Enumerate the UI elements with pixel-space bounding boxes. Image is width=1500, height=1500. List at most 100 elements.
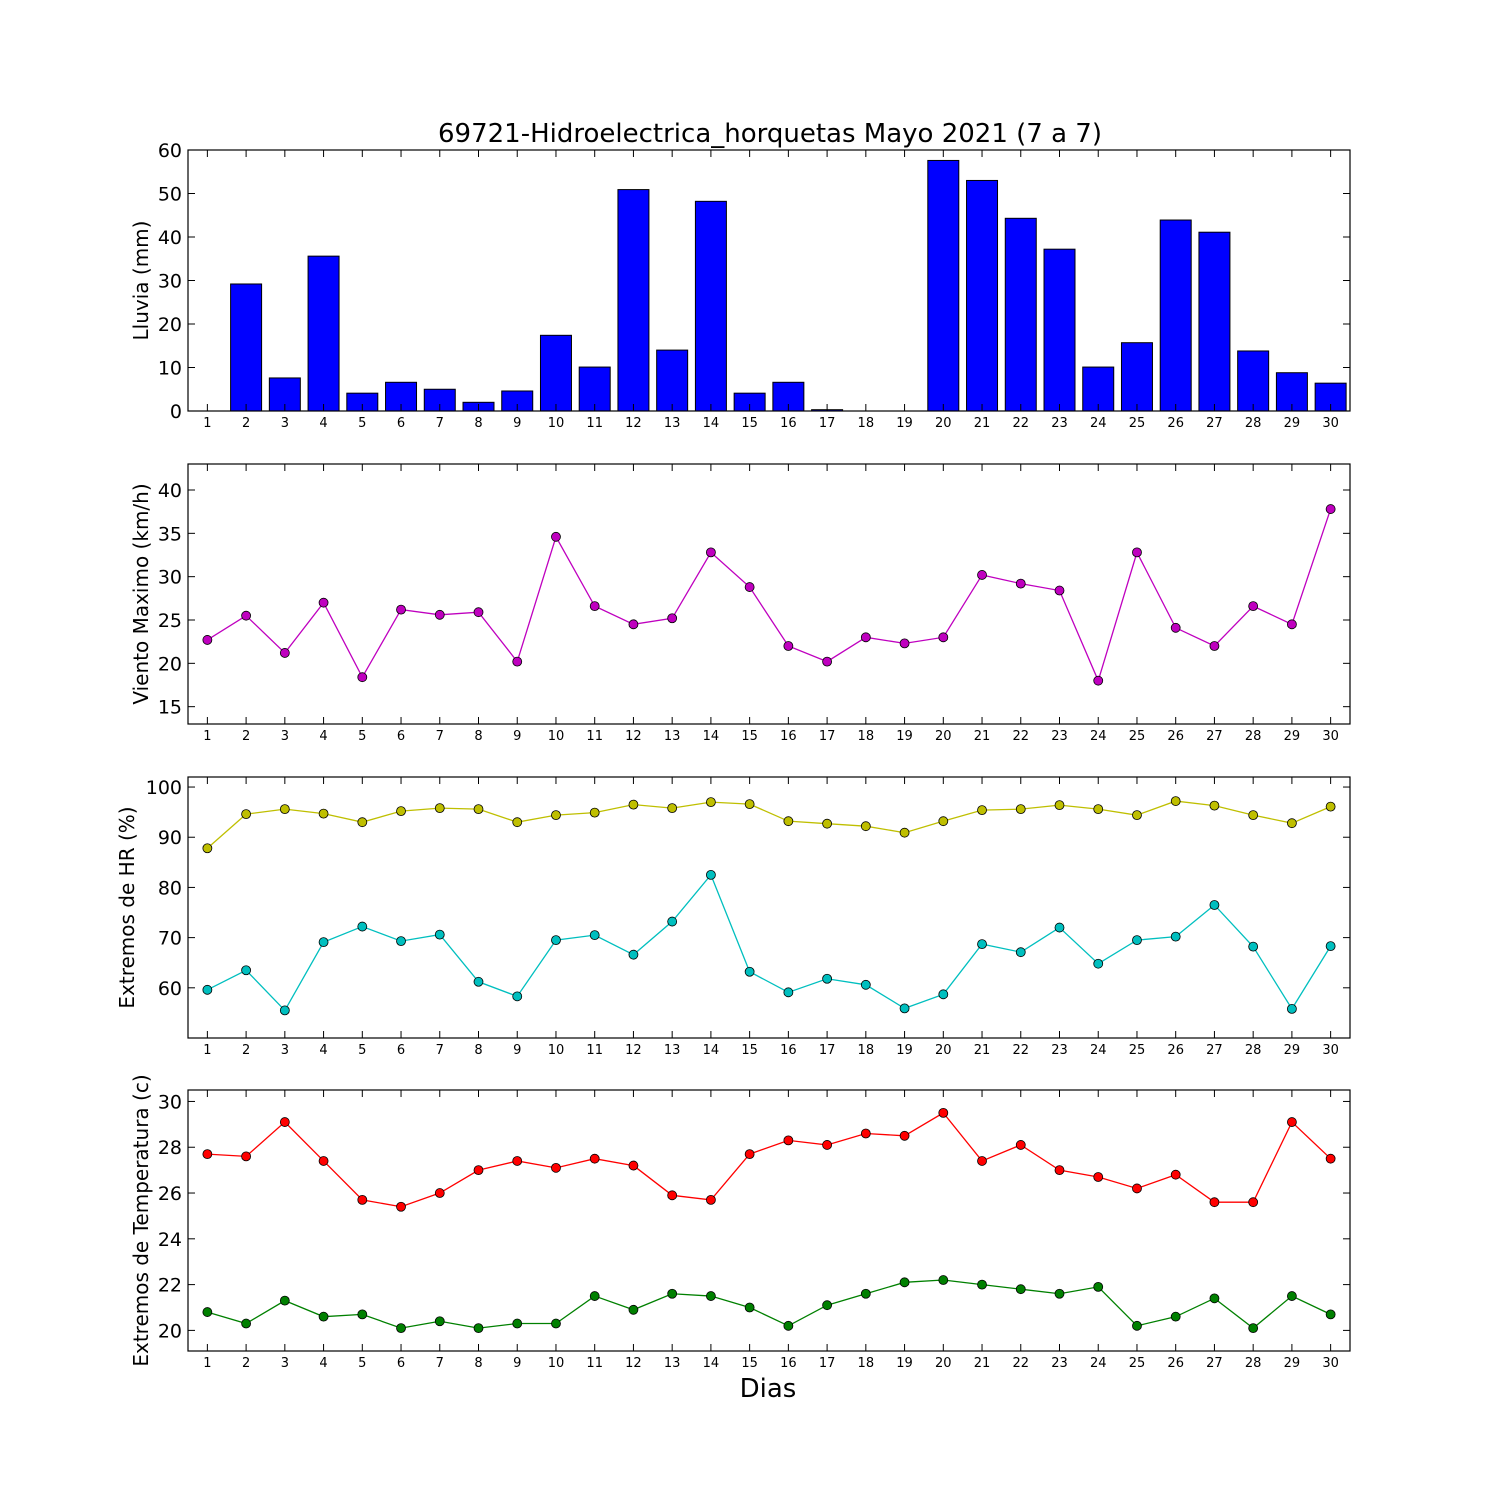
bar-day-4 (307, 255, 340, 412)
x-tick-label: 23 (1051, 1043, 1068, 1058)
point-series-2-day-1 (202, 1307, 213, 1317)
x-tick-label: 20 (935, 416, 952, 431)
point-series-1-day-8 (473, 1165, 484, 1176)
point-series-1-day-30 (1325, 801, 1336, 812)
point-series-1-day-25 (1132, 1183, 1142, 1194)
point-series-1-day-16 (783, 641, 794, 651)
x-tick-label: 16 (780, 416, 797, 431)
x-tick-label: 17 (819, 416, 836, 431)
point-series-1-day-28 (1248, 810, 1259, 821)
point-series-2-day-6 (396, 1323, 406, 1334)
x-tick-label: 4 (319, 416, 327, 431)
x-tick-label: 28 (1245, 729, 1262, 744)
axes-frame (187, 776, 1351, 1039)
y-tick-label: 0 (170, 401, 182, 423)
point-series-2-day-21 (977, 939, 987, 950)
x-tick-label: 16 (780, 1043, 797, 1058)
x-tick-label: 29 (1284, 1043, 1301, 1058)
x-tick-label: 5 (358, 1043, 366, 1058)
point-series-1-day-28 (1248, 601, 1259, 612)
point-series-1-day-17 (822, 1140, 832, 1150)
x-tick-label: 22 (1012, 416, 1029, 431)
x-tick-label: 8 (474, 1356, 482, 1371)
x-tick-label: 24 (1090, 729, 1107, 744)
point-series-2-day-22 (1015, 1284, 1026, 1295)
point-series-2-day-23 (1054, 1288, 1065, 1299)
point-series-1-day-10 (551, 531, 561, 542)
point-series-2-day-1 (202, 984, 213, 995)
point-series-2-day-8 (473, 976, 484, 987)
point-series-1-day-12 (628, 799, 639, 810)
x-tick-label: 24 (1090, 416, 1107, 431)
y-tick-label: 10 (158, 358, 182, 380)
point-series-2-day-14 (706, 1291, 716, 1301)
x-tick-label: 9 (513, 1356, 521, 1371)
point-series-2-day-17 (822, 1300, 832, 1311)
point-series-2-day-4 (318, 1311, 329, 1322)
x-tick-label: 23 (1051, 1356, 1068, 1371)
x-tick-label: 29 (1284, 416, 1301, 431)
point-series-2-day-11 (589, 1291, 600, 1301)
point-series-1-day-20 (938, 1107, 949, 1118)
point-series-1-day-9 (512, 1156, 523, 1166)
point-series-2-day-8 (473, 1323, 484, 1334)
series-line-1 (206, 800, 1331, 849)
x-tick-label: 21 (974, 729, 991, 744)
point-series-2-day-3 (279, 1005, 290, 1016)
point-series-1-day-27 (1209, 1197, 1220, 1208)
x-tick-label: 3 (281, 1043, 289, 1058)
bar-day-20 (927, 159, 960, 412)
x-tick-label: 25 (1129, 1043, 1146, 1058)
x-tick-label: 1 (203, 729, 211, 744)
point-series-2-day-20 (938, 989, 949, 1000)
x-tick-label: 29 (1284, 729, 1301, 744)
point-series-1-day-11 (589, 1153, 600, 1164)
y-tick-label: 26 (158, 1183, 182, 1205)
x-tick-label: 21 (974, 1356, 991, 1371)
point-series-1-day-24 (1093, 1172, 1104, 1182)
point-series-1-day-11 (589, 807, 600, 818)
point-series-1-day-16 (783, 1135, 794, 1146)
point-series-2-day-20 (938, 1275, 949, 1285)
x-tick-label: 8 (474, 1043, 482, 1058)
x-tick-label: 17 (819, 729, 836, 744)
y-tick-label: 30 (158, 271, 182, 293)
point-series-2-day-9 (512, 991, 523, 1002)
point-series-1-day-19 (899, 638, 910, 649)
point-series-2-day-15 (744, 1302, 755, 1313)
point-series-2-day-25 (1132, 1320, 1142, 1331)
series-line-2 (207, 873, 1332, 1012)
x-tick-label: 13 (664, 416, 681, 431)
x-tick-label: 7 (436, 1043, 444, 1058)
y-tick-label: 60 (158, 978, 182, 1000)
x-tick-label: 26 (1167, 1043, 1184, 1058)
point-series-1-day-3 (279, 648, 290, 658)
point-series-1-day-16 (783, 816, 794, 827)
y-axis-label: Lluvia (mm) (129, 221, 153, 341)
x-tick-label: 17 (819, 1356, 836, 1371)
point-series-1-day-26 (1170, 622, 1181, 633)
point-series-1-day-19 (899, 1130, 910, 1141)
x-tick-label: 22 (1012, 729, 1029, 744)
y-tick-label: 30 (158, 567, 182, 589)
point-series-2-day-5 (357, 1309, 368, 1320)
point-series-1-day-23 (1054, 585, 1065, 596)
point-series-1-day-4 (318, 808, 329, 819)
point-series-1-day-18 (860, 821, 871, 832)
point-series-1-day-13 (667, 613, 678, 624)
point-series-2-day-28 (1248, 941, 1259, 952)
x-tick-label: 14 (703, 1043, 720, 1058)
point-series-2-day-26 (1170, 1311, 1181, 1322)
x-tick-label: 11 (586, 1043, 603, 1058)
point-series-2-day-9 (512, 1318, 523, 1329)
y-axis-label: Extremos de Temperatura (c) (129, 1074, 153, 1366)
point-series-2-day-24 (1093, 1281, 1104, 1292)
x-tick-label: 27 (1206, 1043, 1223, 1058)
x-tick-label: 18 (858, 1356, 875, 1371)
point-series-1-day-18 (860, 632, 871, 643)
bar-day-25 (1120, 342, 1153, 412)
point-series-1-day-27 (1209, 800, 1220, 811)
point-series-2-day-7 (434, 929, 445, 940)
